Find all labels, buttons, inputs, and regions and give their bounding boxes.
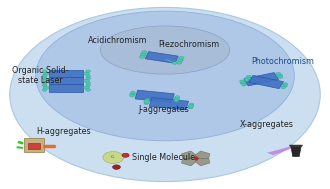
Circle shape (42, 70, 47, 73)
Circle shape (188, 106, 193, 109)
Text: Piezochromism: Piezochromism (159, 40, 220, 49)
Polygon shape (50, 77, 83, 84)
Text: X-aggregates: X-aggregates (240, 120, 294, 129)
Circle shape (42, 75, 47, 77)
Circle shape (174, 99, 179, 101)
Polygon shape (289, 145, 302, 148)
Circle shape (179, 57, 184, 59)
Circle shape (42, 82, 47, 84)
Circle shape (42, 89, 47, 91)
Circle shape (42, 77, 47, 80)
Polygon shape (28, 143, 40, 149)
Polygon shape (149, 98, 188, 110)
Circle shape (142, 51, 147, 54)
Polygon shape (50, 84, 83, 91)
Circle shape (240, 81, 246, 85)
Ellipse shape (100, 26, 230, 74)
Circle shape (245, 79, 249, 81)
Text: J-aggregates: J-aggregates (138, 105, 189, 114)
Circle shape (276, 72, 280, 75)
Circle shape (175, 96, 180, 98)
Circle shape (103, 152, 124, 163)
Text: Cᵥ: Cᵥ (110, 155, 115, 159)
Circle shape (43, 72, 49, 75)
Circle shape (247, 75, 251, 78)
Circle shape (245, 77, 251, 80)
Polygon shape (182, 151, 196, 158)
Circle shape (43, 86, 49, 89)
Circle shape (281, 84, 287, 88)
Polygon shape (24, 138, 44, 153)
Circle shape (122, 153, 129, 157)
Circle shape (242, 84, 247, 86)
Circle shape (240, 80, 244, 83)
Polygon shape (50, 70, 83, 77)
Polygon shape (244, 73, 279, 86)
Circle shape (84, 72, 89, 75)
Ellipse shape (36, 11, 294, 141)
Circle shape (278, 76, 283, 78)
Circle shape (84, 86, 89, 89)
Circle shape (281, 86, 285, 89)
Circle shape (145, 99, 149, 101)
Circle shape (177, 61, 182, 64)
Circle shape (144, 102, 148, 105)
Text: Organic Solid-
state Laser: Organic Solid- state Laser (12, 66, 69, 85)
Text: Photochromism: Photochromism (251, 57, 314, 66)
Circle shape (131, 91, 135, 94)
Circle shape (140, 56, 145, 58)
Circle shape (84, 79, 89, 82)
Circle shape (130, 94, 134, 97)
Circle shape (178, 59, 183, 62)
Circle shape (86, 84, 90, 87)
Polygon shape (145, 52, 178, 63)
Polygon shape (196, 158, 210, 166)
Ellipse shape (10, 7, 320, 182)
Circle shape (174, 97, 180, 100)
Circle shape (86, 77, 90, 80)
Text: Single Molecule: Single Molecule (132, 153, 195, 162)
Circle shape (283, 83, 288, 85)
Text: H-aggregates: H-aggregates (36, 127, 90, 136)
Circle shape (144, 100, 150, 103)
Circle shape (43, 79, 49, 82)
Circle shape (86, 70, 90, 73)
Circle shape (113, 165, 120, 169)
Text: Acidichromism: Acidichromism (88, 36, 148, 45)
Circle shape (277, 74, 282, 77)
Polygon shape (135, 90, 174, 103)
Circle shape (86, 75, 90, 77)
Polygon shape (249, 75, 283, 89)
Polygon shape (291, 148, 301, 156)
Circle shape (140, 53, 146, 56)
Circle shape (42, 84, 47, 87)
Circle shape (130, 92, 135, 96)
Circle shape (86, 89, 90, 91)
Circle shape (188, 104, 194, 108)
Circle shape (86, 82, 90, 84)
Polygon shape (182, 158, 196, 166)
Circle shape (173, 62, 177, 64)
Polygon shape (196, 151, 210, 158)
Circle shape (189, 103, 194, 106)
Polygon shape (267, 146, 294, 155)
